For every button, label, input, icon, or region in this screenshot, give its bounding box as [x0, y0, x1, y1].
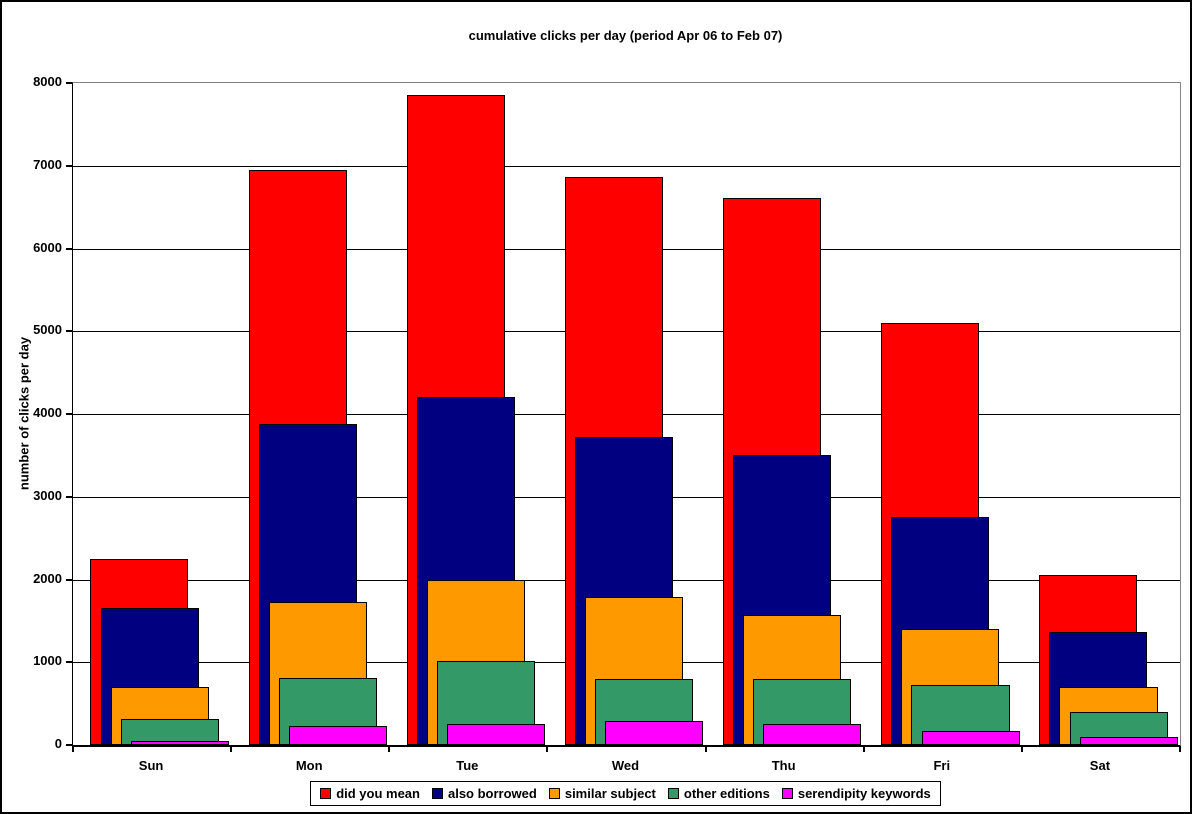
- legend-item-similar-subject: similar subject: [548, 786, 656, 801]
- legend-label: other editions: [683, 786, 770, 801]
- x-tick-mark: [546, 746, 549, 752]
- bar-serendipity-keywords-mon: [289, 725, 388, 745]
- legend-swatch-icon: [320, 788, 332, 799]
- y-tick-label-4000: 4000: [33, 405, 62, 420]
- legend-box: did you mean also borrowed similar subject…: [310, 781, 941, 806]
- y-tick-mark: [66, 495, 72, 498]
- bar-serendipity-keywords-fri: [921, 730, 1020, 745]
- bar-serendipity-keywords-thu: [763, 724, 862, 745]
- y-tick-mark: [66, 413, 72, 415]
- legend-label: serendipity keywords: [797, 786, 931, 801]
- x-category-label-sat: Sat: [1089, 758, 1111, 773]
- legend-label: did you mean: [336, 786, 420, 801]
- legend-label: also borrowed: [447, 786, 537, 801]
- x-tick-mark: [704, 746, 707, 752]
- bar-serendipity-keywords-sun: [130, 740, 229, 745]
- x-category-label-mon: Mon: [295, 758, 323, 773]
- legend-swatch-icon: [548, 788, 560, 799]
- plot-area: [72, 82, 1181, 747]
- y-tick-label-1000: 1000: [33, 653, 62, 669]
- y-tick-mark: [66, 247, 72, 250]
- legend-label: similar subject: [564, 786, 656, 801]
- y-tick-label-5000: 5000: [33, 322, 62, 338]
- y-tick-mark: [66, 330, 72, 333]
- x-category-label-fri: Fri: [933, 758, 951, 773]
- y-tick-label-3000: 3000: [33, 487, 62, 503]
- x-tick-mark: [1020, 746, 1023, 752]
- y-tick-mark: [66, 164, 72, 167]
- x-tick-mark: [1179, 746, 1181, 752]
- legend-item-other-editions: other editions: [667, 786, 770, 801]
- bar-serendipity-keywords-wed: [605, 721, 704, 745]
- x-tick-mark: [388, 746, 391, 752]
- x-category-label-thu: Thu: [771, 758, 796, 773]
- y-tick-mark: [66, 661, 72, 664]
- legend-swatch-icon: [781, 788, 793, 799]
- legend: did you mean also borrowed similar subject…: [72, 781, 1179, 806]
- y-tick-label-8000: 8000: [33, 74, 62, 89]
- legend-item-also-borrowed: also borrowed: [431, 786, 537, 801]
- y-tick-mark: [66, 744, 72, 746]
- x-category-label-wed: Wed: [611, 758, 640, 773]
- bar-serendipity-keywords-sat: [1079, 736, 1178, 745]
- y-tick-mark: [66, 82, 72, 84]
- x-category-label-tue: Tue: [456, 758, 479, 773]
- legend-swatch-icon: [667, 788, 679, 799]
- gridline-7000: [73, 165, 1180, 167]
- bar-other-editions-sun: [120, 719, 219, 745]
- y-tick-label-6000: 6000: [33, 239, 62, 255]
- bar-serendipity-keywords-tue: [447, 723, 546, 745]
- y-tick-label-7000: 7000: [33, 156, 62, 172]
- x-tick-mark: [862, 746, 865, 752]
- legend-item-serendipity-keywords: serendipity keywords: [781, 786, 931, 801]
- x-tick-mark: [230, 746, 233, 752]
- chart-title: cumulative clicks per day (period Apr 06…: [468, 28, 783, 43]
- x-tick-mark: [72, 746, 74, 752]
- y-tick-mark: [66, 578, 72, 581]
- legend-swatch-icon: [431, 788, 443, 799]
- legend-item-did-you-mean: did you mean: [320, 786, 420, 801]
- y-tick-label-0: 0: [54, 736, 62, 751]
- y-tick-label-2000: 2000: [33, 570, 62, 586]
- x-category-label-sun: Sun: [138, 758, 164, 773]
